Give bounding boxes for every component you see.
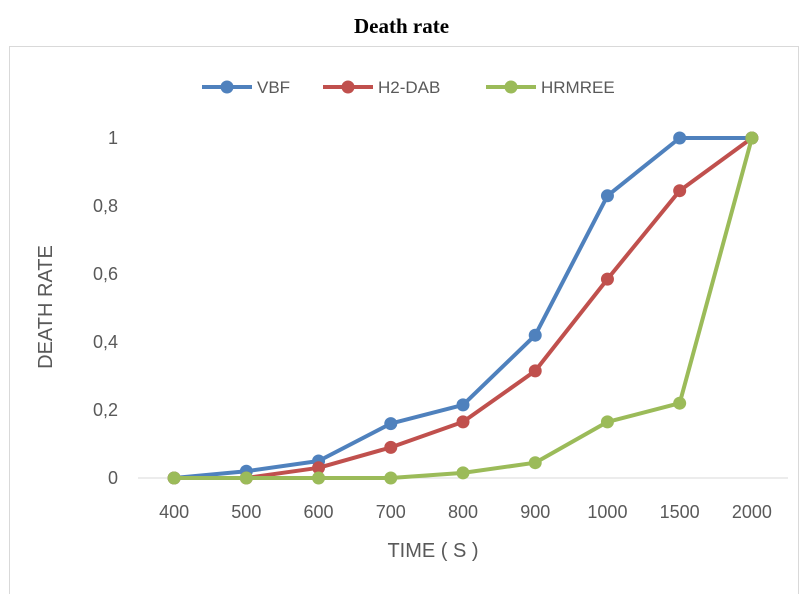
y-tick-label: 0,6 bbox=[93, 264, 118, 284]
series-h2-dab bbox=[167, 131, 759, 485]
data-point bbox=[673, 396, 687, 410]
series-vbf bbox=[167, 131, 759, 485]
chart-area-border bbox=[9, 46, 799, 594]
y-tick-label: 0 bbox=[108, 468, 118, 488]
data-point bbox=[745, 131, 759, 145]
data-point bbox=[239, 471, 253, 485]
y-tick-label: 0,4 bbox=[93, 332, 118, 352]
x-tick-label: 1500 bbox=[660, 502, 700, 522]
x-tick-label: 400 bbox=[159, 502, 189, 522]
data-point bbox=[528, 456, 542, 470]
legend-label: VBF bbox=[257, 78, 290, 97]
data-point bbox=[384, 471, 398, 485]
data-point bbox=[384, 417, 398, 431]
legend-item: HRMREE bbox=[486, 78, 615, 97]
legend: VBF H2-DAB HRMREE bbox=[202, 78, 615, 97]
x-tick-label: 1000 bbox=[587, 502, 627, 522]
legend-marker bbox=[341, 80, 355, 94]
legend-label: H2-DAB bbox=[378, 78, 440, 97]
y-tick-label: 1 bbox=[108, 128, 118, 148]
data-point bbox=[456, 398, 470, 412]
data-point bbox=[384, 440, 398, 454]
x-tick-label: 2000 bbox=[732, 502, 772, 522]
data-point bbox=[167, 471, 181, 485]
legend-marker bbox=[220, 80, 234, 94]
legend-marker bbox=[504, 80, 518, 94]
data-point bbox=[312, 461, 326, 475]
series-group bbox=[167, 131, 759, 485]
legend-label: HRMREE bbox=[541, 78, 615, 97]
y-tick-label: 0,8 bbox=[93, 196, 118, 216]
x-tick-label: 500 bbox=[231, 502, 261, 522]
data-point bbox=[528, 364, 542, 378]
x-axis-label: TIME ( S ) bbox=[387, 540, 478, 562]
data-point bbox=[312, 471, 326, 485]
data-point bbox=[673, 131, 687, 145]
legend-item: H2-DAB bbox=[323, 78, 440, 97]
data-point bbox=[456, 466, 470, 480]
x-tick-label: 800 bbox=[448, 502, 478, 522]
data-point bbox=[600, 415, 614, 429]
axes: 0 0,2 0,4 0,6 0,8 1 400 500 600 700 800 900 1000 1500… bbox=[93, 128, 788, 522]
x-tick-label: 700 bbox=[376, 502, 406, 522]
legend-item: VBF bbox=[202, 78, 290, 97]
chart-title: Death rate bbox=[353, 14, 450, 38]
y-axis-label: DEATH RATE bbox=[35, 245, 57, 369]
data-point bbox=[456, 415, 470, 429]
x-tick-label: 900 bbox=[520, 502, 550, 522]
data-point bbox=[673, 184, 687, 198]
x-tick-label: 600 bbox=[304, 502, 334, 522]
series-hrmree bbox=[167, 131, 759, 485]
y-tick-label: 0,2 bbox=[93, 400, 118, 420]
data-point bbox=[600, 272, 614, 286]
data-point bbox=[600, 189, 614, 203]
data-point bbox=[528, 328, 542, 342]
